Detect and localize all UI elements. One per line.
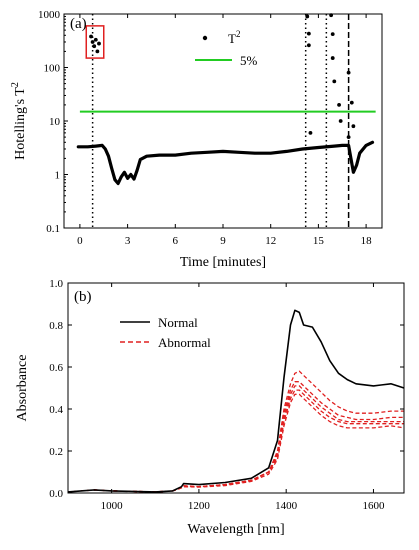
t2-point	[349, 100, 354, 105]
y-axis-label-a: Hotelling's T2	[10, 82, 28, 160]
abnormal-spectrum-line	[67, 381, 404, 493]
y-tick-label-b: 0.0	[49, 488, 63, 500]
panel-label-b: (b)	[74, 289, 92, 305]
legend-label-t2: T2	[228, 29, 240, 46]
t2-trace	[76, 140, 375, 186]
t2-point	[330, 56, 335, 60]
t2-point	[308, 130, 313, 135]
x-tick-label-a: 12	[265, 235, 276, 247]
t2-point	[330, 32, 335, 37]
t2-point	[89, 34, 93, 39]
y-tick-label-b: 0.8	[49, 320, 63, 332]
plot-frame-b	[67, 282, 405, 494]
legend-a: T2 5%	[195, 29, 258, 68]
legend-label-t2-base: T	[228, 31, 236, 46]
y-axis-label-a-sup: 2	[10, 82, 21, 87]
t2-point	[90, 40, 95, 44]
y-tick-label-b: 1.0	[49, 278, 63, 290]
y-axis-label-b: Absorbance	[15, 355, 30, 422]
y-tick-label-b: 0.6	[49, 362, 63, 374]
x-tick-label-a: 0	[77, 235, 83, 247]
x-tick-label-b: 1200	[188, 500, 211, 512]
x-tick-label-b: 1600	[362, 500, 385, 512]
abnormal-spectrum-line	[67, 389, 404, 493]
x-axis-label-b: Wavelength [nm]	[187, 522, 284, 537]
t2-point	[306, 43, 311, 48]
panel-b: 1000 1200 1400 1600 0.0 0.2 0.4 0.6 0.8 1.0 (b) N…	[15, 278, 405, 537]
legend-marker-t2	[202, 35, 208, 41]
abnormal-spectrum-line	[67, 393, 405, 493]
x-tick-label-a: 9	[220, 235, 226, 247]
legend-label-abnormal: Abnormal	[158, 335, 211, 350]
y-tick-label-a: 1	[55, 170, 61, 182]
t2-point	[346, 135, 351, 140]
y-axis-label-a-base: Hotelling's T	[13, 87, 28, 160]
x-axis-label-a: Time [minutes]	[180, 255, 266, 270]
t2-point	[332, 79, 337, 84]
legend-b: Normal Abnormal	[120, 315, 211, 350]
legend-label-t2-sup: 2	[236, 29, 241, 39]
x-tick-label-a: 3	[125, 235, 131, 247]
y-tick-label-b: 0.2	[49, 446, 63, 458]
t2-point	[93, 37, 98, 42]
t2-trace-line	[76, 140, 375, 186]
t2-point	[337, 102, 341, 107]
y-tick-label-a: 0.1	[46, 223, 60, 235]
t2-point	[97, 41, 101, 46]
t2-point	[351, 124, 356, 129]
y-tick-label-a: 10	[49, 116, 61, 128]
x-tick-label-b: 1000	[101, 500, 124, 512]
t2-point	[95, 49, 100, 54]
x-tick-label-a: 15	[313, 235, 325, 247]
t2-point	[306, 31, 311, 36]
x-tick-label-a: 18	[361, 235, 373, 247]
plot-frame-a	[63, 13, 383, 229]
t2-point	[338, 119, 343, 123]
y-tick-label-b: 0.4	[49, 404, 63, 416]
y-tick-label-a: 1000	[38, 9, 61, 21]
abnormal-spectrum-line	[67, 385, 404, 493]
x-tick-label-b: 1400	[275, 500, 298, 512]
t2-point	[92, 44, 97, 49]
t2-point	[346, 70, 351, 75]
abnormal-spectrum-line	[67, 370, 404, 493]
normal-spectrum-line	[67, 309, 405, 493]
x-tick-label-a: 6	[173, 235, 179, 247]
legend-label-limit: 5%	[240, 53, 258, 68]
y-tick-label-a: 100	[44, 63, 61, 75]
legend-label-normal: Normal	[158, 315, 198, 330]
t2-point	[305, 14, 310, 19]
highlight-box	[85, 25, 105, 59]
panel-label-a: (a)	[70, 16, 87, 32]
